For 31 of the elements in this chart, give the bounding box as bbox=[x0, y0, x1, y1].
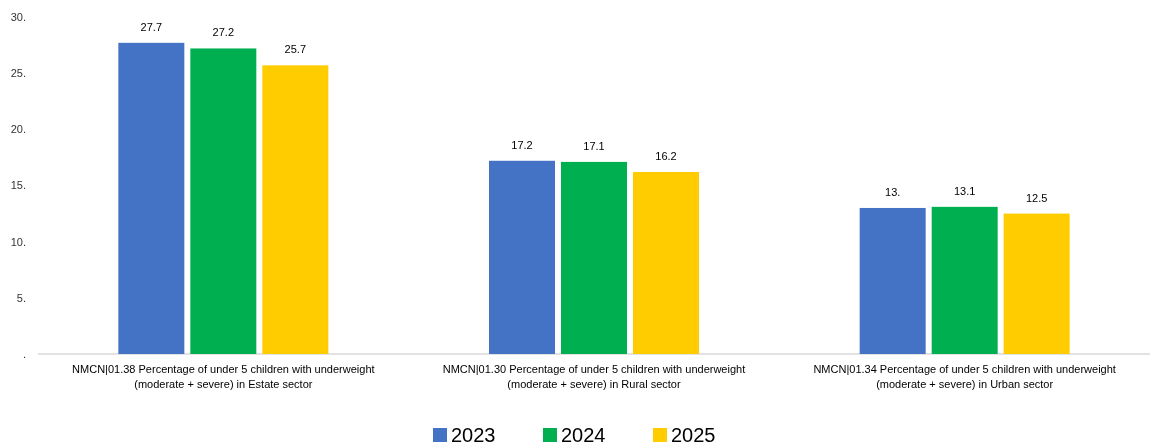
bar bbox=[633, 172, 699, 354]
y-tick-label: 10. bbox=[10, 235, 26, 248]
legend-label: 2025 bbox=[671, 424, 716, 446]
y-tick-label: . bbox=[22, 347, 26, 360]
data-label: 13. bbox=[885, 185, 901, 198]
y-tick-label: 30. bbox=[10, 10, 26, 23]
y-tick-label: 20. bbox=[10, 123, 26, 136]
data-label: 12.5 bbox=[1025, 191, 1048, 204]
bar bbox=[859, 207, 926, 354]
bar bbox=[489, 160, 555, 354]
data-label: 27.2 bbox=[212, 26, 235, 39]
x-tick-label: NMCN|01.34 Percentage of under 5 children with underweight (moderate + severe) in Urban sector bbox=[813, 363, 1116, 390]
bar bbox=[931, 206, 998, 354]
data-label: 25.7 bbox=[284, 43, 307, 56]
y-tick-label: 15. bbox=[10, 179, 26, 192]
data-label: 13.1 bbox=[953, 184, 976, 197]
x-tick-label: NMCN|01.38 Percentage of under 5 children with underweight (moderate + severe) in Estate sector bbox=[72, 363, 375, 390]
data-label: 17.2 bbox=[511, 138, 533, 151]
data-label: 17.1 bbox=[583, 139, 605, 152]
legend-label: 2024 bbox=[561, 424, 606, 446]
y-tick-label: 25. bbox=[10, 67, 26, 80]
x-tick-label: NMCN|01.30 Percentage of under 5 children with underweight (moderate + severe) in Rural sector bbox=[442, 363, 746, 390]
bar bbox=[118, 42, 185, 354]
bar bbox=[561, 161, 627, 354]
bar bbox=[190, 48, 257, 354]
legend-label: 2023 bbox=[451, 424, 496, 446]
bar bbox=[1003, 213, 1070, 354]
bar bbox=[262, 65, 329, 354]
y-tick-label: 5. bbox=[16, 291, 26, 304]
data-label: 16.2 bbox=[655, 150, 677, 163]
data-label: 27.7 bbox=[140, 20, 163, 33]
